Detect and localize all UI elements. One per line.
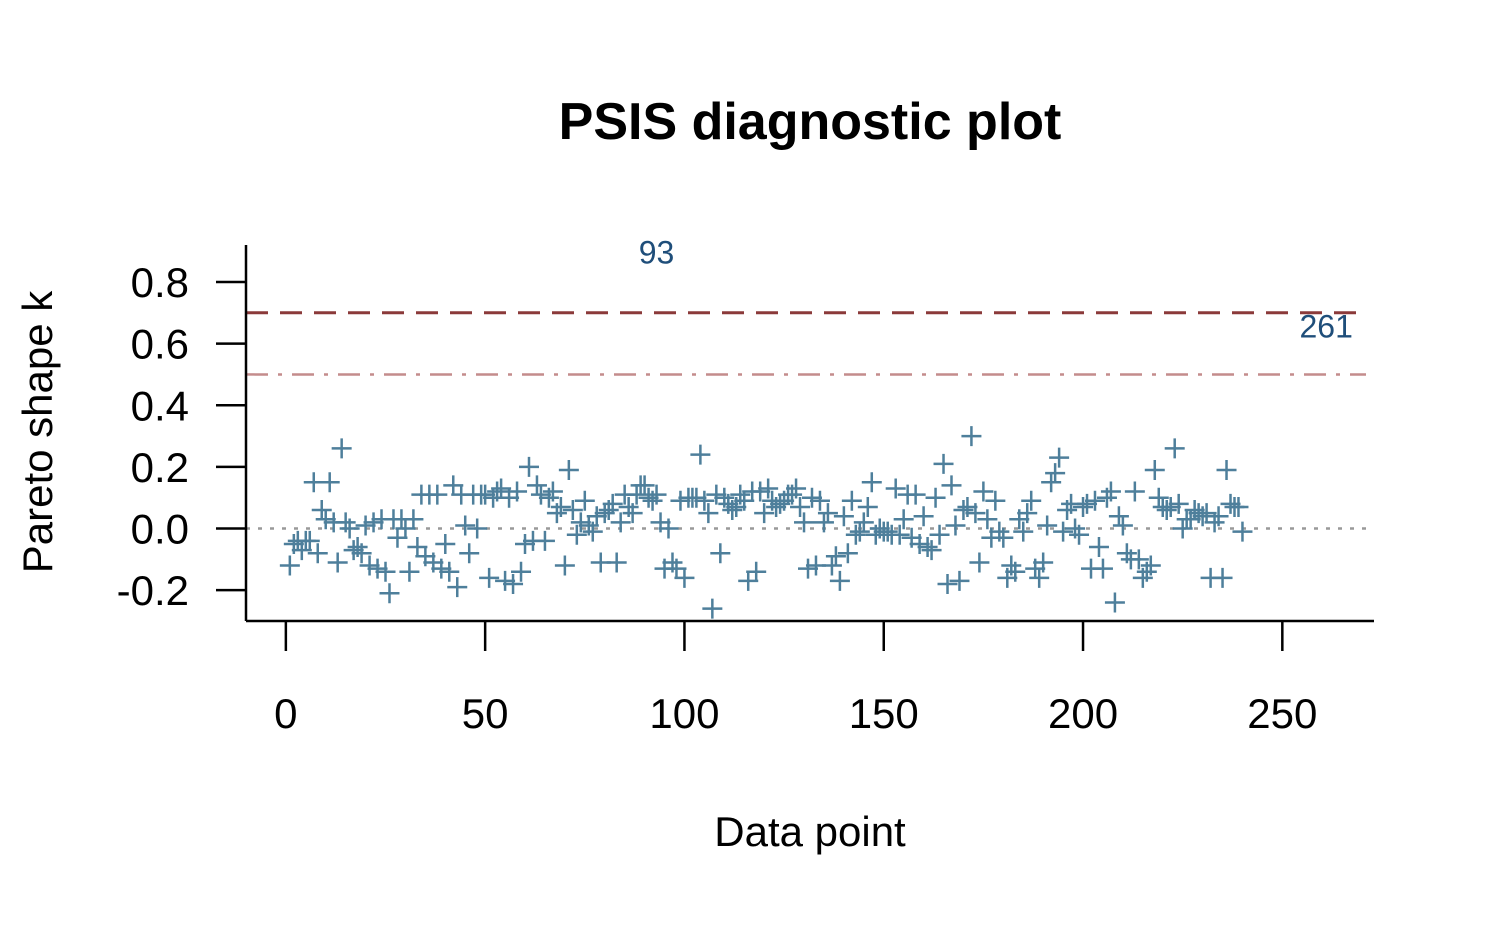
data-point	[1109, 506, 1129, 526]
data-point	[1217, 460, 1237, 480]
data-point	[961, 426, 981, 446]
data-point	[312, 500, 332, 520]
data-point	[1041, 472, 1061, 492]
x-tick-label: 150	[849, 690, 919, 737]
data-point	[379, 583, 399, 603]
y-tick-label: 0.6	[131, 321, 189, 368]
data-point	[973, 482, 993, 502]
data-point	[1093, 559, 1113, 579]
data-point	[1145, 460, 1165, 480]
x-tick-label: 100	[649, 690, 719, 737]
data-point	[938, 574, 958, 594]
data-point	[1125, 482, 1145, 502]
data-point	[1232, 522, 1252, 542]
data-point	[969, 552, 989, 572]
data-point	[1049, 448, 1069, 468]
data-point	[435, 534, 455, 554]
data-point	[702, 599, 722, 619]
data-point	[332, 438, 352, 458]
data-point	[575, 491, 595, 511]
y-axis-label: Pareto shape k	[14, 291, 62, 574]
data-point	[1213, 568, 1233, 588]
y-tick-label: 0.2	[131, 444, 189, 491]
data-point	[826, 546, 846, 566]
data-point	[862, 472, 882, 492]
data-point	[838, 543, 858, 563]
x-tick-label: 200	[1048, 690, 1118, 737]
data-point	[479, 568, 499, 588]
data-point	[1105, 593, 1125, 613]
data-point	[1165, 438, 1185, 458]
data-point	[459, 543, 479, 563]
x-axis-label: Data point	[0, 808, 1500, 856]
data-point	[535, 531, 555, 551]
x-tick-label: 50	[462, 690, 509, 737]
x-tick-label: 0	[274, 690, 297, 737]
data-point	[559, 460, 579, 480]
data-point	[690, 445, 710, 465]
data-point	[894, 509, 914, 529]
y-tick-label: 0.0	[131, 506, 189, 553]
data-point	[850, 522, 870, 542]
y-tick-label: 0.8	[131, 259, 189, 306]
data-point	[320, 472, 340, 492]
data-point	[1013, 522, 1033, 542]
point-label-261: 261	[1299, 308, 1352, 344]
data-point	[555, 556, 575, 576]
x-tick-label: 250	[1247, 690, 1317, 737]
data-point	[1021, 491, 1041, 511]
data-point	[399, 562, 419, 582]
point-label-93: 93	[639, 234, 675, 270]
data-point	[467, 519, 487, 539]
data-point	[710, 543, 730, 563]
data-point	[949, 571, 969, 591]
y-tick-label: -0.2	[117, 567, 189, 614]
data-point	[914, 506, 934, 526]
data-point	[934, 454, 954, 474]
data-point	[328, 552, 348, 572]
data-point	[985, 491, 1005, 511]
data-point	[941, 475, 961, 495]
data-point	[280, 556, 300, 576]
data-point	[1029, 568, 1049, 588]
data-point	[926, 488, 946, 508]
data-point	[455, 515, 475, 535]
data-point	[1045, 463, 1065, 483]
data-point	[698, 503, 718, 523]
data-point	[1113, 515, 1133, 535]
data-point	[607, 552, 627, 572]
data-point	[519, 457, 539, 477]
y-tick-label: 0.4	[131, 382, 189, 429]
data-point	[1089, 537, 1109, 557]
data-point	[814, 512, 834, 532]
